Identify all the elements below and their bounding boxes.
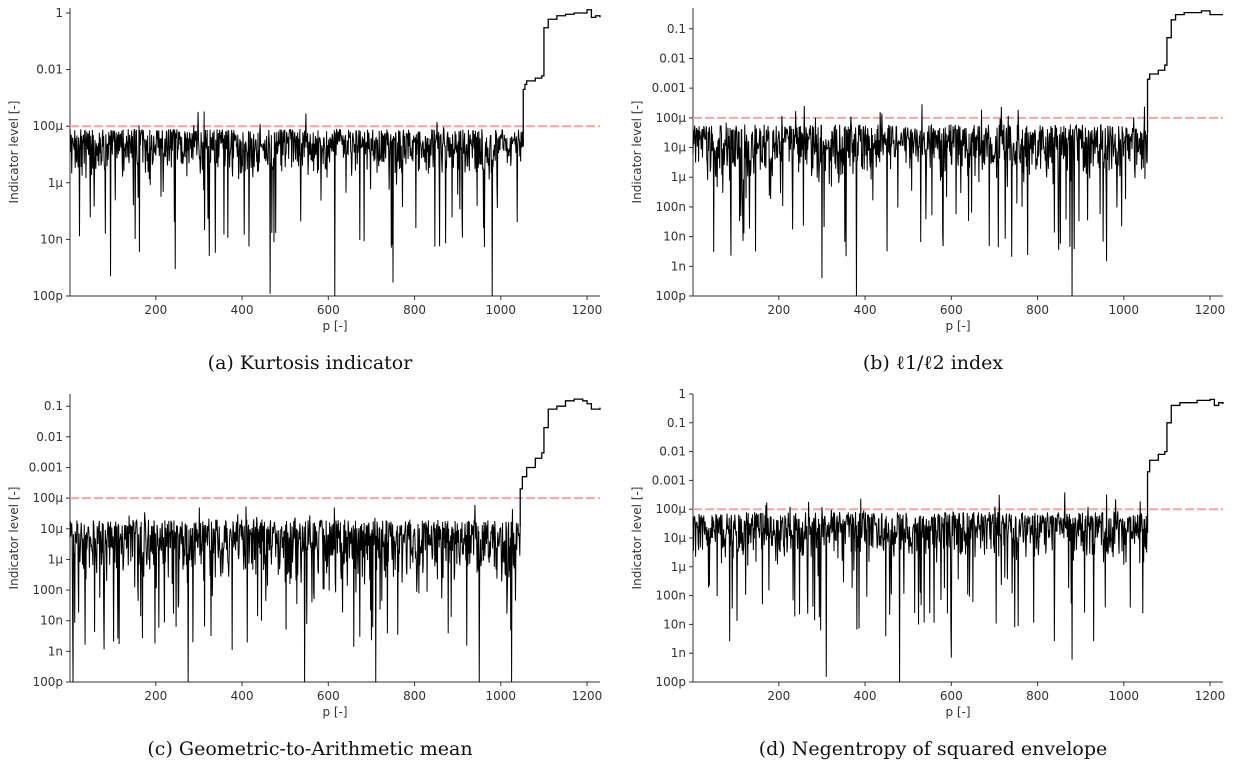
caption-d: (d) Negentropy of squared envelope [758,738,1108,760]
x-axis-title: p [-] [945,705,970,719]
x-axis-title: p [-] [322,705,347,719]
x-tick-label: 600 [940,689,963,703]
y-tick-label: 10μ [40,522,63,536]
series-line-noise-region [692,104,1149,297]
y-tick-label: 100n [32,583,63,597]
x-tick-label: 400 [231,303,254,317]
y-tick-label: 0.1 [44,399,63,413]
y-axis-title: Indicator level [-] [630,101,644,204]
caption-b: (b) ℓ1/ℓ2 index [862,352,1004,374]
y-tick-label: 100μ [32,119,63,133]
y-tick-label: 10n [663,617,686,631]
y-tick-label: 100n [655,589,686,603]
x-tick-label: 1200 [1195,303,1226,317]
y-tick-label: 100n [655,200,686,214]
y-tick-label: 0.1 [667,416,686,430]
y-tick-label: 1μ [48,552,64,566]
y-tick-label: 1μ [48,176,64,190]
x-tick-label: 1200 [572,689,603,703]
caption-a: (a) Kurtosis indicator [207,352,413,374]
x-axis-title: p [-] [945,319,970,333]
y-tick-label: 1n [671,646,686,660]
chart-panel-a: 100p 10n 1μ 100μ 0.01 1 200 400 600 800 1000 1200 p … [0,0,620,385]
y-tick-label: 100μ [655,111,686,125]
x-tick-label: 1000 [1109,303,1140,317]
y-tick-label: 100p [655,675,686,689]
x-tick-label: 1000 [486,689,517,703]
series-line-high-region [522,9,601,147]
series-line-noise-region [69,111,524,297]
x-tick-label: 400 [854,689,877,703]
y-tick-label: 10μ [663,141,686,155]
y-tick-label: 10n [40,232,63,246]
y-tick-label: 10n [663,230,686,244]
y-tick-label: 10μ [663,531,686,545]
chart-panel-b: 100p 1n 10n 100n 1μ 10μ 100μ 0.001 0.01 0.1 200 400… [623,0,1243,385]
x-axis-title: p [-] [322,319,347,333]
series-line-high-region [519,398,601,527]
y-tick-label: 1n [48,644,63,658]
y-tick-label: 0.001 [652,81,686,95]
x-tick-label: 600 [317,689,340,703]
y-tick-label: 100p [32,675,63,689]
y-tick-label: 1μ [671,170,687,184]
chart-b-svg: 100p 1n 10n 100n 1μ 10μ 100μ 0.001 0.01 0.1 200 400… [630,8,1226,333]
x-tick-label: 600 [317,303,340,317]
x-tick-label: 200 [144,689,167,703]
series-line-noise-region [692,492,1149,683]
x-tick-label: 800 [1026,689,1049,703]
y-tick-label: 0.01 [36,430,63,444]
y-tick-label: 1n [671,259,686,273]
x-tick-label: 200 [767,303,790,317]
x-tick-label: 1000 [486,303,517,317]
x-tick-label: 1000 [1109,689,1140,703]
y-tick-label: 100μ [655,502,686,516]
y-tick-label: 1μ [671,560,687,574]
chart-c-svg: 100p 1n 10n 100n 1μ 10μ 100μ 0.001 0.01 0.1 200 400… [7,394,603,719]
y-tick-label: 1 [55,6,63,20]
y-axis-title: Indicator level [-] [630,487,644,590]
x-tick-label: 200 [144,303,167,317]
x-tick-label: 1200 [572,303,603,317]
x-tick-label: 1200 [1195,689,1226,703]
y-tick-label: 0.01 [659,51,686,65]
y-tick-label: 0.1 [667,22,686,36]
x-tick-label: 800 [403,689,426,703]
x-tick-label: 400 [231,689,254,703]
caption-c: (c) Geometric-to-Arithmetic mean [147,738,473,760]
x-tick-label: 200 [767,689,790,703]
y-tick-label: 0.001 [652,473,686,487]
y-tick-label: 100p [32,289,63,303]
x-tick-label: 800 [1026,303,1049,317]
chart-panel-d: 100p 1n 10n 100n 1μ 10μ 100μ 0.001 0.01 0.1 1 200 40… [623,386,1243,771]
series-line-noise-region [69,504,521,683]
y-axis-title: Indicator level [-] [7,101,21,204]
y-tick-label: 100p [655,289,686,303]
y-tick-label: 0.01 [659,445,686,459]
x-tick-label: 800 [403,303,426,317]
series-line-high-region [1146,398,1224,533]
x-tick-label: 600 [940,303,963,317]
y-tick-label: 1 [678,387,686,401]
y-tick-label: 10n [40,614,63,628]
y-axis-title: Indicator level [-] [7,487,21,590]
y-tick-label: 0.01 [36,63,63,77]
series-line-high-region [1146,10,1223,134]
chart-panel-c: 100p 1n 10n 100n 1μ 10μ 100μ 0.001 0.01 0.1 200 400… [0,386,620,771]
y-tick-label: 100μ [32,491,63,505]
x-tick-label: 400 [854,303,877,317]
y-tick-label: 0.001 [29,460,63,474]
